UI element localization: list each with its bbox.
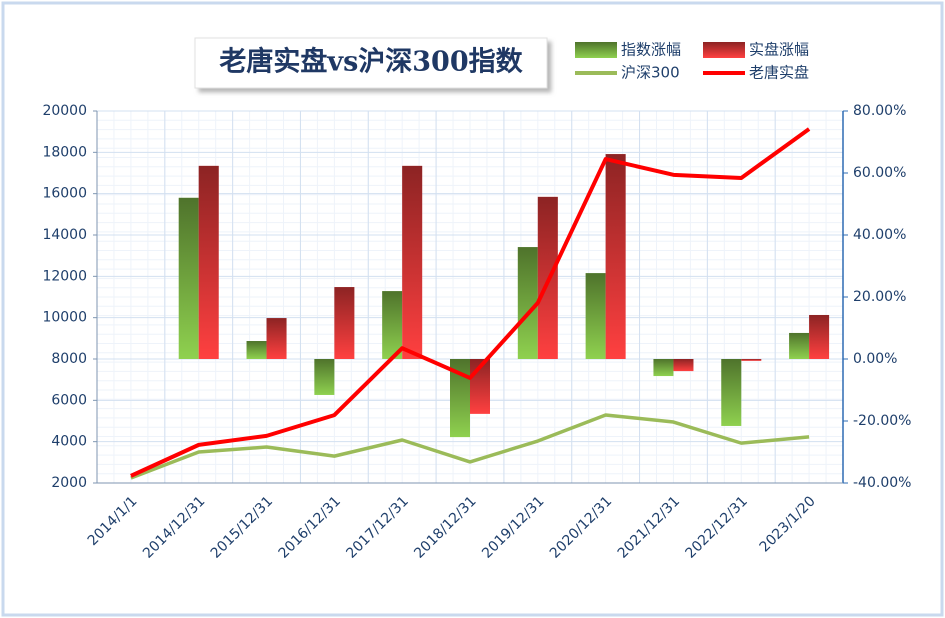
- y-tick-label: 6000: [51, 392, 87, 408]
- bar-shade: [198, 165, 219, 359]
- legend-swatch-shade: [575, 42, 617, 58]
- bar-shade: [402, 165, 423, 359]
- bar-shade: [585, 273, 606, 359]
- bar-shade: [178, 197, 199, 359]
- legend-label: 老唐实盘: [749, 64, 809, 82]
- y2-tick-label: 20.00%: [853, 289, 906, 305]
- legend-label: 实盘涨幅: [749, 41, 809, 59]
- bar-shade: [382, 291, 403, 359]
- bar-shade: [741, 359, 762, 361]
- bar-shade: [246, 341, 267, 359]
- y-tick-label: 20000: [42, 103, 87, 119]
- y-tick-label: 2000: [51, 475, 87, 491]
- bar-shade: [517, 247, 538, 359]
- title-box: [194, 37, 548, 89]
- bar-shade: [809, 314, 830, 359]
- bar-shade: [605, 154, 626, 359]
- bar-shade: [450, 359, 470, 438]
- bar-shade: [314, 359, 335, 395]
- y-tick-label: 16000: [42, 186, 87, 202]
- bar-shade: [266, 318, 287, 359]
- bar-shade: [673, 359, 694, 372]
- y-tick-label: 4000: [51, 434, 87, 450]
- y2-tick-label: 0.00%: [853, 351, 897, 367]
- y-tick-label: 14000: [42, 227, 87, 243]
- legend-label: 指数涨幅: [621, 41, 681, 59]
- y2-tick-label: 40.00%: [853, 227, 906, 243]
- y2-tick-label: 80.00%: [853, 103, 906, 119]
- y-tick-label: 10000: [42, 310, 87, 326]
- y2-tick-label: -20.00%: [853, 413, 911, 429]
- y-tick-label: 8000: [51, 351, 87, 367]
- y2-tick-label: 60.00%: [853, 165, 906, 181]
- bar-shade: [334, 287, 355, 359]
- legend-swatch-shade: [703, 42, 745, 58]
- y2-tick-label: -40.00%: [853, 475, 911, 491]
- y-tick-label: 18000: [42, 144, 87, 160]
- bar-shade: [721, 359, 742, 426]
- y-tick-label: 12000: [42, 268, 87, 284]
- bar-shade: [789, 332, 810, 359]
- chart-title: 老唐实盘vs沪深300指数: [219, 46, 523, 78]
- line: [130, 127, 811, 478]
- bar-shade: [653, 359, 674, 377]
- grid: [97, 110, 844, 484]
- legend-label: 沪深300: [621, 64, 680, 82]
- line: [130, 413, 810, 480]
